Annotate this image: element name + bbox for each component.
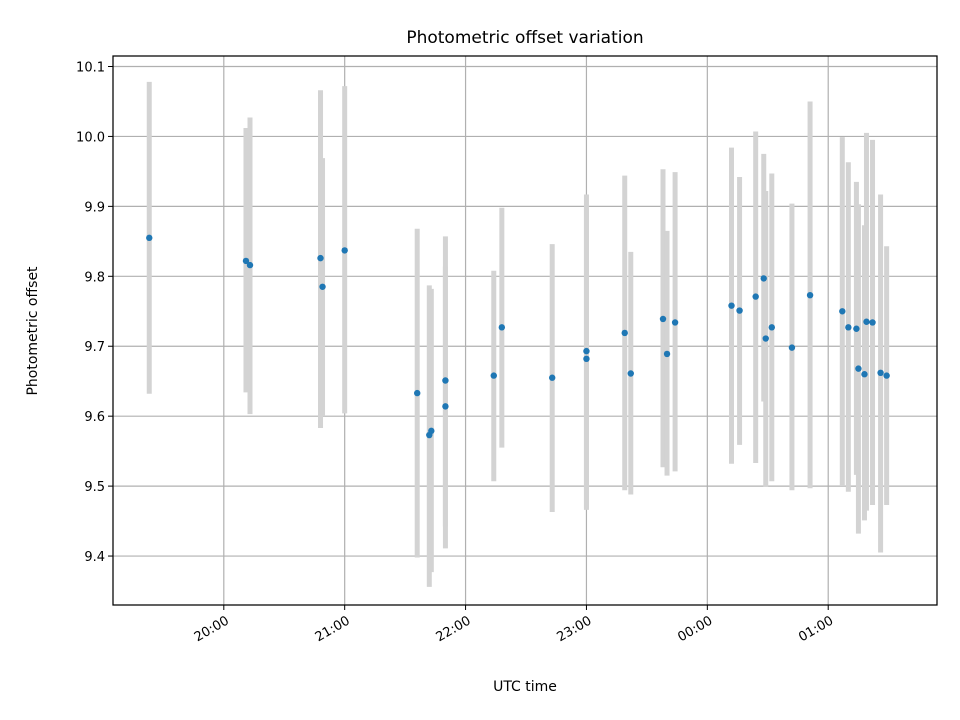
y-tick-label: 9.6 <box>84 410 105 425</box>
data-point <box>583 355 590 363</box>
data-point <box>341 247 348 254</box>
data-points <box>146 234 890 439</box>
y-tick-label: 10.1 <box>76 60 105 75</box>
data-point <box>242 257 250 265</box>
data-point <box>498 324 506 331</box>
data-point <box>760 275 767 282</box>
y-tick-label: 9.4 <box>84 550 105 565</box>
data-point <box>146 234 153 242</box>
x-axis: 20:00 21:00 22:00 23:00 00:00 01:00 <box>192 605 836 645</box>
data-point <box>853 325 860 332</box>
data-point <box>428 427 435 435</box>
data-point <box>839 308 846 315</box>
data-point <box>621 329 628 337</box>
data-point <box>627 370 634 377</box>
data-point <box>663 350 671 358</box>
data-point <box>806 291 814 299</box>
y-tick-label: 9.5 <box>84 480 105 495</box>
y-axis: 9.4 9.5 9.6 9.7 9.8 9.9 10.0 10.1 <box>76 60 113 565</box>
y-tick-label: 9.8 <box>84 270 105 285</box>
data-point <box>414 389 421 397</box>
data-point <box>863 318 870 325</box>
data-point <box>659 315 667 323</box>
data-point <box>317 254 324 262</box>
x-tick-label: 21:00 <box>313 613 353 645</box>
data-point <box>246 261 254 269</box>
data-point <box>762 335 769 342</box>
x-axis-label: UTC time <box>493 679 557 695</box>
x-tick-label: 01:00 <box>796 613 836 645</box>
data-point <box>861 371 868 378</box>
y-tick-label: 9.9 <box>84 200 105 215</box>
data-point <box>877 369 884 377</box>
grid <box>113 56 937 605</box>
data-point <box>869 319 876 326</box>
y-tick-label: 9.7 <box>84 340 105 355</box>
data-point <box>752 293 759 300</box>
y-axis-label: Photometric offset <box>25 266 41 396</box>
x-tick-label: 20:00 <box>192 613 232 645</box>
data-point <box>883 372 890 379</box>
error-bars <box>146 81 890 587</box>
data-point <box>583 347 590 355</box>
data-point <box>442 403 449 410</box>
y-tick-label: 10.0 <box>76 130 105 145</box>
data-point <box>319 283 326 290</box>
chart-title: Photometric offset variation <box>406 28 643 48</box>
x-tick-label: 00:00 <box>675 613 715 645</box>
plot-area-frame <box>112 55 938 606</box>
data-point <box>728 302 735 309</box>
data-point <box>768 324 775 331</box>
data-point <box>490 372 497 379</box>
data-point <box>736 307 743 314</box>
data-point <box>845 324 852 331</box>
data-point <box>442 377 449 384</box>
data-point <box>855 365 862 372</box>
data-point <box>671 319 679 326</box>
data-point <box>788 344 796 351</box>
x-tick-label: 23:00 <box>554 613 594 645</box>
x-tick-label: 22:00 <box>434 613 474 645</box>
data-point <box>548 374 556 381</box>
